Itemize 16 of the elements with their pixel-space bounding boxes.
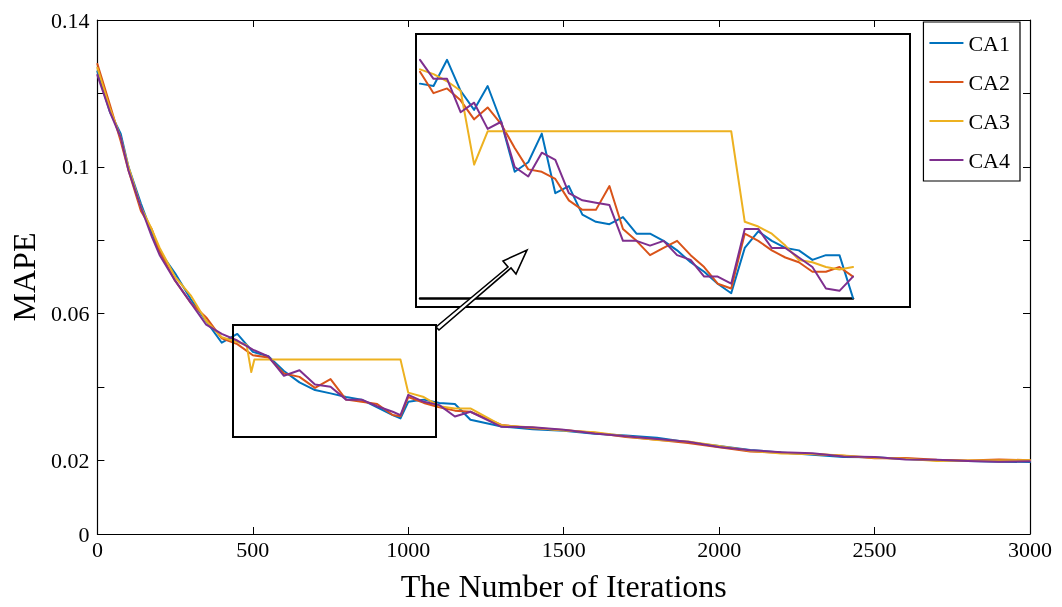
- legend-label: CA4: [968, 147, 1010, 173]
- legend-label: CA1: [968, 30, 1010, 56]
- x-tick-label: 2500: [852, 536, 897, 562]
- y-axis-title: MAPE: [6, 232, 42, 322]
- x-tick-label: 1500: [541, 536, 586, 562]
- y-tick-label: 0.1: [61, 154, 90, 180]
- y-tick-label: 0.14: [50, 7, 90, 33]
- legend-label: CA2: [968, 69, 1010, 95]
- y-tick-label: 0.06: [50, 301, 90, 327]
- y-tick-label: 0.02: [50, 448, 90, 474]
- x-tick-label: 3000: [1008, 536, 1052, 562]
- x-tick-label: 1000: [386, 536, 431, 562]
- x-tick-label: 2000: [697, 536, 742, 562]
- x-axis-title: The Number of Iterations: [400, 568, 727, 604]
- legend-label: CA3: [968, 108, 1010, 134]
- x-tick-label: 500: [236, 536, 270, 562]
